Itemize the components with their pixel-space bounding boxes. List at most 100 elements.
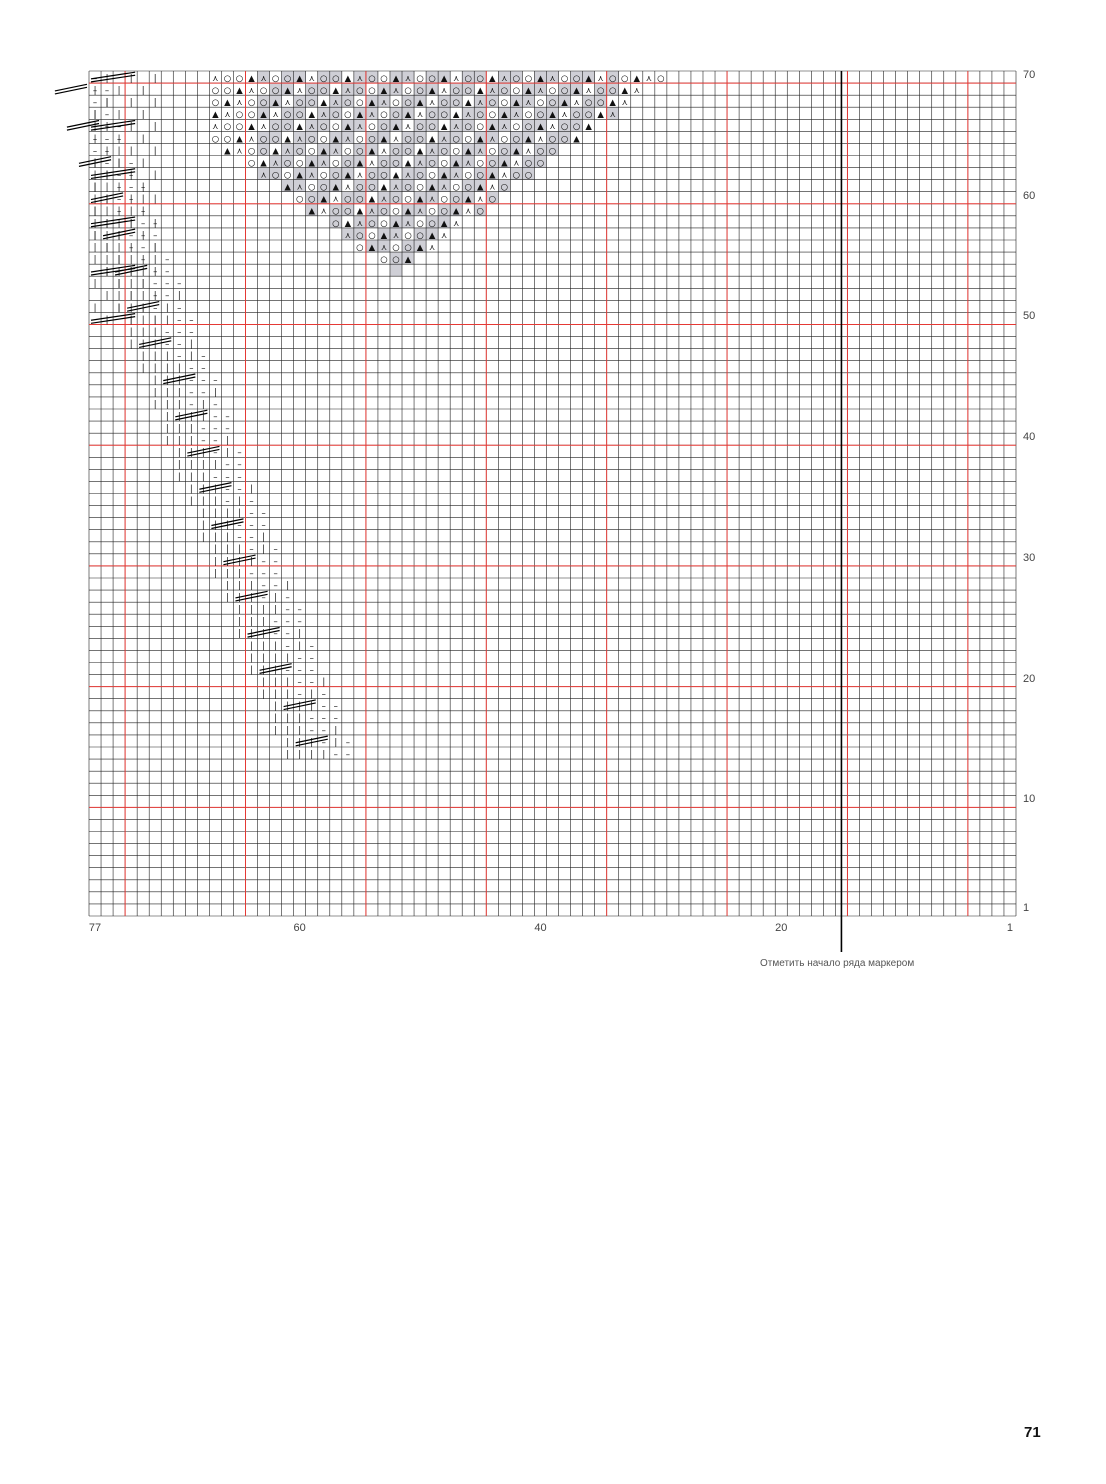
shaded-cell (498, 143, 511, 156)
stitch-symbol: | (274, 714, 277, 724)
shaded-cell (353, 119, 366, 132)
stitch-symbol: – (273, 545, 277, 555)
lace-stitch-symbol: ⋏ (345, 231, 351, 241)
lace-stitch-symbol: ○ (440, 158, 447, 168)
lace-stitch-symbol: ○ (320, 183, 327, 193)
stitch-symbol: – (310, 641, 314, 651)
stitch-symbol: – (177, 327, 181, 337)
lace-stitch-symbol: ○ (416, 183, 423, 193)
lace-stitch-symbol: ▲ (513, 98, 520, 108)
stitch-symbol: – (273, 581, 277, 591)
stitch-symbol: – (189, 376, 193, 386)
lace-stitch-symbol: ⋏ (441, 183, 447, 193)
lace-stitch-symbol: ▲ (429, 183, 436, 193)
stitch-symbol: | (250, 581, 253, 591)
cable-cross-symbol (90, 119, 136, 131)
stitch-symbol: | (190, 352, 193, 362)
lace-stitch-symbol: ⋏ (453, 122, 459, 132)
stitch-symbol: – (153, 303, 157, 313)
stitch-symbol: – (261, 557, 265, 567)
stitch-symbol: – (249, 521, 253, 531)
lace-stitch-symbol: ○ (428, 158, 435, 168)
lace-stitch-symbol: ⋏ (525, 98, 531, 108)
lace-stitch-symbol: ○ (452, 86, 459, 96)
stitch-symbol: | (154, 146, 157, 156)
stitch-symbol: | (166, 352, 169, 362)
lace-stitch-symbol: ○ (332, 219, 339, 229)
cable-cross-symbol (66, 119, 100, 131)
shaded-cell (293, 95, 306, 108)
lace-stitch-symbol: ▲ (381, 134, 388, 144)
stitch-symbol: | (142, 315, 145, 325)
stitch-symbol: | (178, 412, 181, 422)
stitch-symbol: – (237, 448, 241, 458)
stitch-symbol: – (141, 243, 145, 253)
lace-stitch-symbol: ▲ (429, 134, 436, 144)
stitch-symbol: | (178, 400, 181, 410)
lace-stitch-symbol: ○ (296, 195, 303, 205)
shaded-cell (438, 203, 451, 216)
lace-stitch-symbol: ○ (513, 170, 520, 180)
stitch-symbol: | (154, 400, 157, 410)
lace-stitch-symbol: ○ (597, 98, 604, 108)
stitch-symbol: – (129, 231, 133, 241)
stitch-symbol: | (202, 460, 205, 470)
lace-stitch-symbol: ⋏ (345, 183, 351, 193)
lace-stitch-symbol: ○ (513, 86, 520, 96)
lace-stitch-symbol: ▲ (501, 158, 508, 168)
shaded-cell (414, 240, 427, 253)
stitch-symbol: – (225, 496, 229, 506)
lace-stitch-symbol: ○ (272, 74, 279, 84)
shaded-cell (269, 83, 282, 96)
shaded-cell (402, 203, 415, 216)
shaded-cell (402, 131, 415, 144)
lace-stitch-symbol: ▲ (477, 134, 484, 144)
shaded-cell (305, 155, 318, 168)
shaded-cell (269, 95, 282, 108)
shaded-cell (389, 71, 403, 84)
lace-stitch-symbol: ⋏ (453, 74, 459, 84)
shaded-cell (353, 71, 366, 84)
stitch-symbol: | (274, 726, 277, 736)
stitch-symbol: | (94, 303, 97, 313)
lace-stitch-symbol: ⋏ (634, 86, 640, 96)
shaded-cell (438, 131, 451, 144)
shaded-cell (414, 119, 427, 132)
lace-stitch-symbol: ○ (356, 134, 363, 144)
lace-stitch-symbol: ⋏ (598, 74, 604, 84)
stitch-symbol: | (214, 569, 217, 579)
stitch-symbol: – (141, 183, 145, 193)
shaded-cell (365, 179, 378, 192)
stitch-symbol: | (118, 134, 121, 144)
shaded-cell (486, 191, 499, 204)
lace-stitch-symbol: ○ (525, 122, 532, 132)
stitch-symbol: – (117, 207, 121, 217)
stitch-symbol: – (93, 146, 97, 156)
stitch-symbol: | (118, 243, 121, 253)
stitch-symbol: | (262, 665, 265, 675)
stitch-symbol: | (226, 533, 229, 543)
lace-stitch-symbol: ▲ (224, 98, 231, 108)
shaded-cell (329, 71, 342, 84)
shaded-cell (510, 95, 523, 108)
stitch-symbol: – (273, 629, 277, 639)
lace-stitch-symbol: ○ (525, 158, 532, 168)
stitch-symbol: | (130, 207, 133, 217)
lace-stitch-symbol: ○ (428, 219, 435, 229)
stitch-symbol: | (226, 448, 229, 458)
lace-stitch-symbol: ⋏ (610, 110, 616, 120)
stitch-symbol: – (286, 641, 290, 651)
shaded-cell (377, 240, 390, 253)
lace-stitch-symbol: ○ (248, 158, 255, 168)
cable-cross-symbol (247, 626, 280, 638)
lace-stitch-symbol: ⋏ (453, 170, 459, 180)
shaded-cell (402, 107, 415, 120)
lace-stitch-symbol: ○ (308, 98, 315, 108)
lace-stitch-symbol: ⋏ (501, 170, 507, 180)
stitch-symbol: – (346, 750, 350, 760)
shaded-cell (462, 143, 475, 156)
lace-stitch-symbol: ⋏ (309, 122, 315, 132)
shaded-cell (257, 131, 270, 144)
stitch-symbol: | (142, 291, 145, 301)
stitch-symbol: | (238, 581, 241, 591)
